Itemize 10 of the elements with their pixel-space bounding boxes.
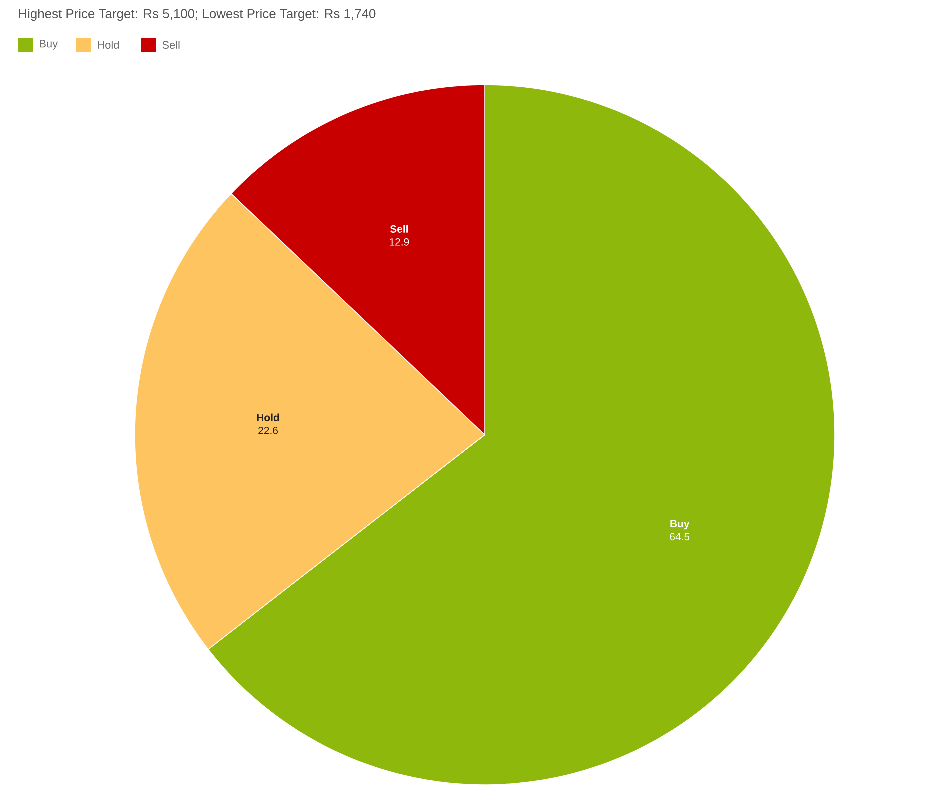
legend-label: Hold bbox=[98, 40, 120, 50]
slice-label: Buy bbox=[670, 520, 690, 530]
legend-label: Buy bbox=[40, 40, 58, 50]
data-label: 64.5 bbox=[670, 533, 690, 541]
data-label: 22.6 bbox=[258, 427, 278, 434]
slice-label: Hold bbox=[257, 414, 280, 422]
chart-title: Highest Price Target: Rs 5,100; Lowest Price Target: Rs 1,740 bbox=[19, 8, 376, 22]
slice-label: Sell bbox=[390, 225, 408, 233]
data-label: 12.9 bbox=[390, 238, 410, 246]
legend-label: Sell bbox=[162, 40, 180, 50]
